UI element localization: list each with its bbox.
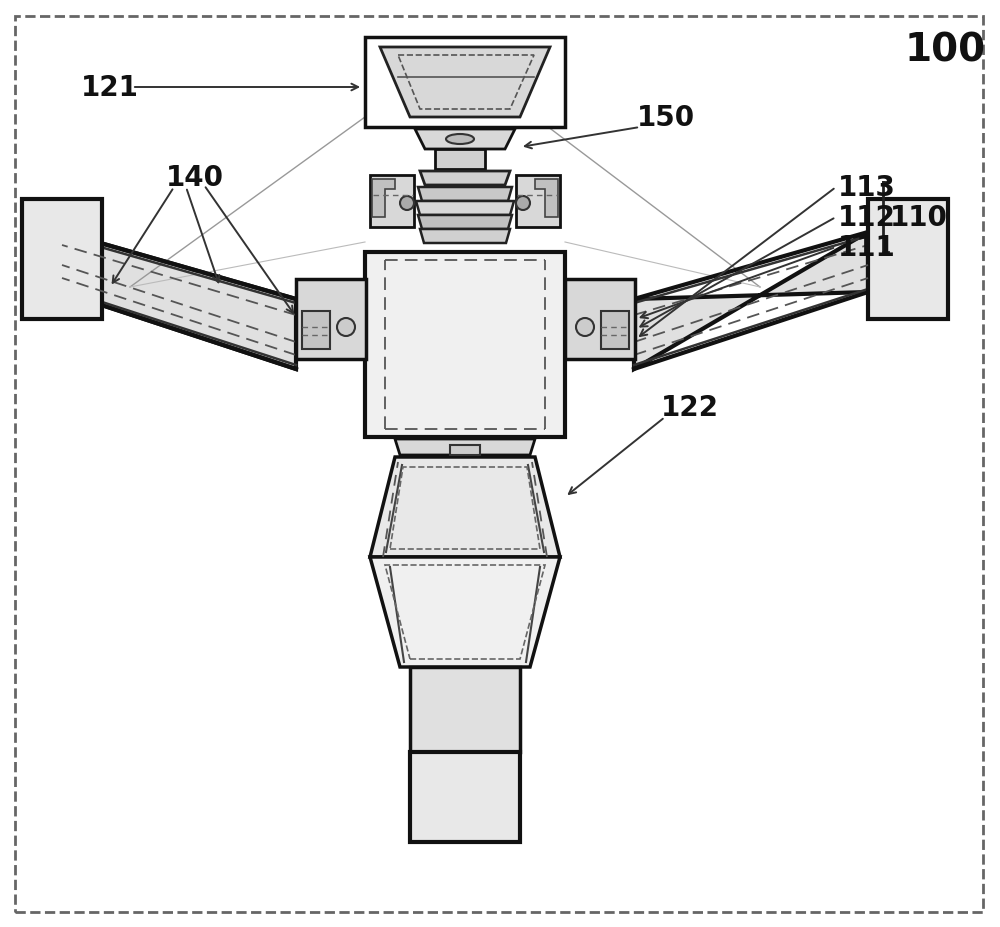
Polygon shape [370, 458, 560, 557]
Text: 140: 140 [166, 164, 224, 192]
Text: 121: 121 [81, 74, 139, 102]
Polygon shape [415, 130, 515, 150]
Circle shape [516, 197, 530, 210]
Polygon shape [418, 188, 512, 202]
Text: 110: 110 [890, 204, 948, 232]
Text: 122: 122 [661, 394, 719, 422]
Polygon shape [372, 180, 395, 218]
Bar [450, 446, 480, 455]
Bar [370, 176, 414, 228]
Text: 150: 150 [637, 104, 695, 132]
Bar [410, 752, 520, 842]
Bar [868, 200, 948, 320]
Bar [296, 280, 366, 360]
Bar [365, 38, 565, 128]
Text: 112: 112 [838, 204, 896, 232]
Bar [565, 280, 635, 360]
Text: 111: 111 [838, 234, 896, 261]
Polygon shape [62, 233, 296, 370]
Bar [302, 311, 330, 349]
Polygon shape [634, 233, 868, 370]
Polygon shape [370, 557, 560, 667]
Bar [516, 176, 560, 228]
Polygon shape [535, 180, 558, 218]
Polygon shape [395, 439, 535, 455]
Polygon shape [420, 230, 510, 244]
Ellipse shape [446, 134, 474, 145]
Circle shape [400, 197, 414, 210]
Text: 113: 113 [838, 174, 896, 202]
Bar [435, 150, 485, 170]
Bar [22, 200, 102, 320]
Polygon shape [416, 202, 514, 216]
Polygon shape [420, 171, 510, 185]
Circle shape [337, 319, 355, 337]
Polygon shape [380, 48, 550, 118]
Bar [365, 253, 565, 438]
Text: 100: 100 [904, 31, 986, 69]
Bar [601, 311, 629, 349]
Polygon shape [418, 216, 512, 230]
Bar [410, 667, 520, 752]
Circle shape [576, 319, 594, 337]
